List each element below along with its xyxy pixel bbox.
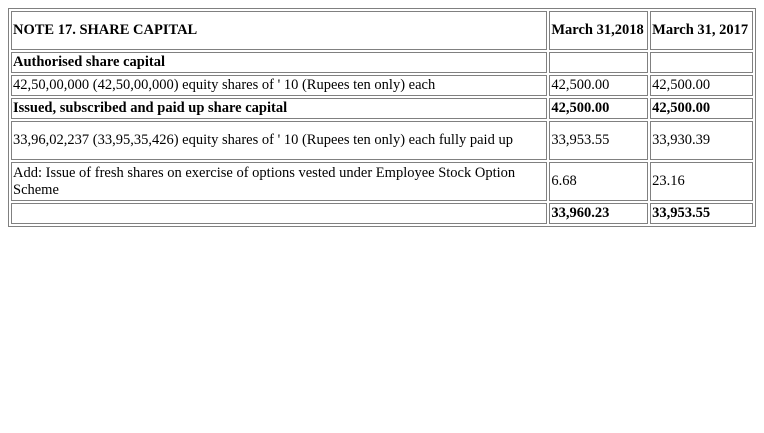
row-value-2018: 33,953.55	[549, 121, 649, 160]
row-label: 33,96,02,237 (33,95,35,426) equity share…	[11, 121, 548, 160]
total-row: 33,960.23 33,953.55	[11, 203, 753, 224]
row-value-2018	[549, 52, 649, 73]
total-2018: 33,960.23	[549, 203, 649, 224]
row-value-2018: 6.68	[549, 162, 649, 201]
row-value-2017: 42,500.00	[650, 75, 753, 96]
column-header-2018: March 31,2018	[549, 11, 649, 50]
row-label: 42,50,00,000 (42,50,00,000) equity share…	[11, 75, 548, 96]
table-row: 33,96,02,237 (33,95,35,426) equity share…	[11, 121, 753, 160]
table-row: Add: Issue of fresh shares on exercise o…	[11, 162, 753, 201]
share-capital-table: NOTE 17. SHARE CAPITAL March 31,2018 Mar…	[8, 8, 756, 227]
row-label: Issued, subscribed and paid up share cap…	[11, 98, 548, 119]
row-label	[11, 203, 548, 224]
row-value-2018: 42,500.00	[549, 75, 649, 96]
row-label: Authorised share capital	[11, 52, 548, 73]
table-row: Issued, subscribed and paid up share cap…	[11, 98, 753, 119]
table-row: Authorised share capital	[11, 52, 753, 73]
row-value-2017: 33,930.39	[650, 121, 753, 160]
row-label: Add: Issue of fresh shares on exercise o…	[11, 162, 548, 201]
row-value-2017: 42,500.00	[650, 98, 753, 119]
table-header-row: NOTE 17. SHARE CAPITAL March 31,2018 Mar…	[11, 11, 753, 50]
share-capital-note: NOTE 17. SHARE CAPITAL March 31,2018 Mar…	[8, 8, 756, 227]
row-value-2018: 42,500.00	[549, 98, 649, 119]
total-2017: 33,953.55	[650, 203, 753, 224]
table-row: 42,50,00,000 (42,50,00,000) equity share…	[11, 75, 753, 96]
note-title: NOTE 17. SHARE CAPITAL	[11, 11, 548, 50]
column-header-2017: March 31, 2017	[650, 11, 753, 50]
row-value-2017: 23.16	[650, 162, 753, 201]
row-value-2017	[650, 52, 753, 73]
